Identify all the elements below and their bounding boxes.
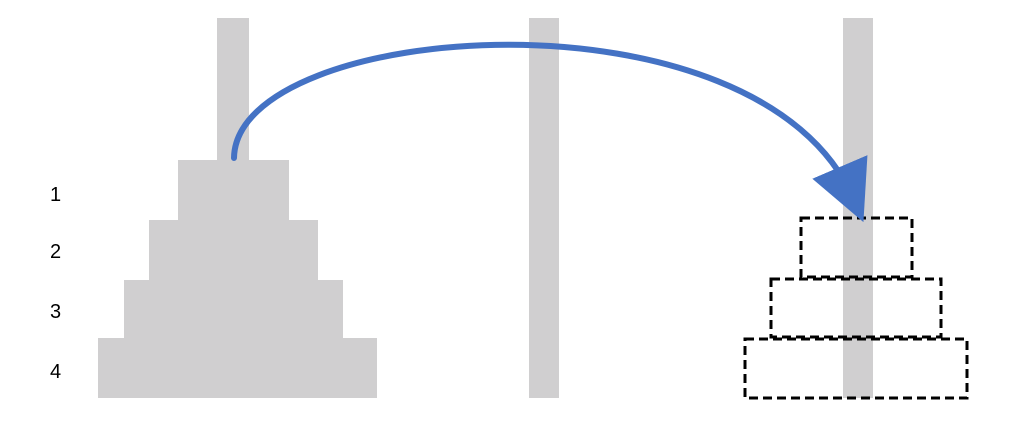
target-outline-disk-2	[769, 277, 943, 339]
disk-label-3: 3	[50, 301, 61, 323]
target-peg	[843, 18, 873, 398]
disk-label-2: 2	[50, 241, 61, 263]
target-outline-disk-3	[743, 337, 969, 400]
auxiliary-peg	[529, 18, 559, 398]
disk-label-1: 1	[50, 184, 61, 206]
source-disk-4	[98, 338, 377, 398]
source-disk-2	[149, 220, 318, 280]
disk-label-4: 4	[50, 361, 61, 383]
target-outline-disk-1	[799, 216, 914, 279]
source-disk-3	[124, 280, 343, 338]
source-disk-1	[178, 160, 289, 220]
move-arrow	[231, 41, 868, 223]
